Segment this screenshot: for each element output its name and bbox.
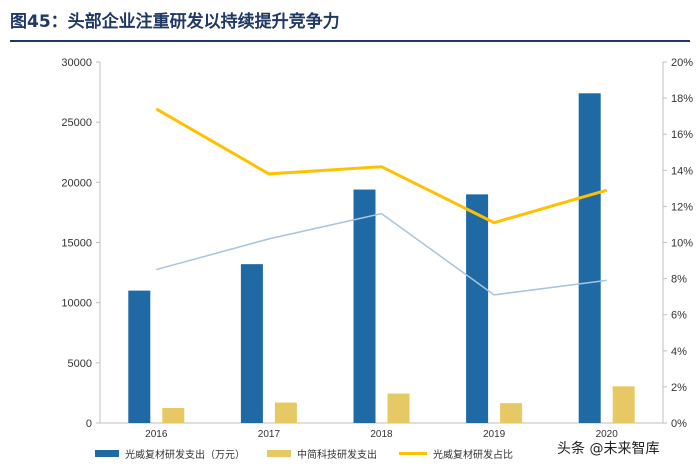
line-gw-ratio (155, 107, 608, 225)
y-tick-label-right: 20% (671, 57, 693, 69)
y-tick-label-right: 12% (671, 201, 693, 213)
y-tick-label-right: 2% (671, 382, 687, 394)
legend-item-gw-ratio: 光威复材研发占比 (399, 446, 513, 461)
x-tick-label: 2017 (258, 429, 281, 440)
y-tick-label-left: 15000 (61, 238, 92, 250)
y-tick-label-right: 16% (671, 129, 693, 141)
x-tick-label: 2016 (145, 429, 168, 440)
legend-item-zj-rd: 中简科技研发支出 (267, 446, 377, 461)
bar-zj-rd (274, 402, 297, 423)
axis-labels: 0 5000 10000 15000 20000 25000 30000 0% 2% 4% 6% 8%… (61, 57, 693, 440)
legend-swatch (267, 450, 291, 457)
y-tick-label-left: 10000 (61, 298, 92, 310)
bar-zj-rd (387, 393, 410, 423)
y-tick-label-right: 18% (671, 93, 693, 105)
y-tick-label-right: 0% (671, 418, 687, 430)
bar-zj-rd (612, 386, 635, 423)
bar-gw-rd (578, 93, 601, 423)
x-tick-label: 2018 (370, 429, 393, 440)
y-tick-label-right: 10% (671, 238, 693, 250)
line-secondary (156, 212, 607, 296)
y-tick-label-left: 20000 (61, 177, 92, 189)
legend-swatch (399, 452, 427, 455)
x-tick-label: 2019 (483, 429, 506, 440)
legend-item-gw-rd: 光威复材研发支出（万元） (95, 446, 245, 461)
y-tick-label-left: 30000 (61, 57, 92, 69)
bar-zj-rd (500, 403, 523, 423)
line-series (155, 107, 608, 296)
bar-gw-rd (353, 189, 376, 423)
legend-label: 光威复材研发占比 (433, 450, 513, 461)
chart-title: 图45：头部企业注重研发以持续提升竞争力 (10, 12, 340, 32)
y-tick-label-right: 8% (671, 274, 687, 286)
y-tick-label-left: 25000 (61, 117, 92, 129)
bar-gw-rd (128, 290, 151, 423)
bar-gw-rd (466, 194, 489, 423)
title-underline (10, 40, 690, 42)
chart-axes (96, 61, 667, 424)
y-tick-label-right: 14% (671, 165, 693, 177)
x-tick-label: 2020 (596, 429, 619, 440)
y-tick-label-right: 4% (671, 346, 687, 358)
legend-label: 中简科技研发支出 (297, 450, 377, 461)
y-tick-label-left: 0 (86, 418, 92, 430)
legend-label: 光威复材研发支出（万元） (125, 450, 245, 461)
legend-swatch (95, 450, 119, 457)
chart-legend: 光威复材研发支出（万元） 中简科技研发支出 光威复材研发占比 (95, 446, 513, 461)
y-tick-label-right: 6% (671, 310, 687, 322)
watermark: 头条 @未来智库 (557, 441, 660, 457)
bar-gw-rd (240, 264, 263, 423)
bar-zj-rd (162, 407, 185, 423)
bar-series (128, 93, 635, 423)
y-tick-label-left: 5000 (68, 358, 92, 370)
